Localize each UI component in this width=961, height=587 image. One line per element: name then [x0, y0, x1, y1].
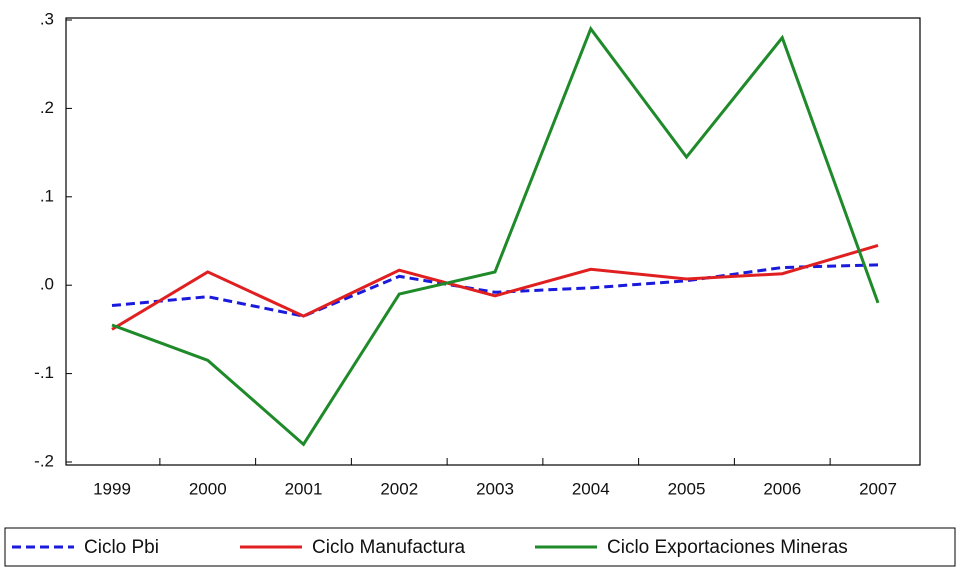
y-tick-label: -.2 — [34, 451, 54, 470]
x-tick-label: 2006 — [763, 479, 801, 498]
y-tick-label: .3 — [40, 9, 54, 28]
legend-box — [4, 527, 956, 567]
x-tick-label: 2004 — [572, 479, 610, 498]
x-tick-label: 2002 — [380, 479, 418, 498]
x-tick-label: 2003 — [476, 479, 514, 498]
series-line — [111, 263, 879, 318]
series-line — [111, 25, 880, 447]
y-tick-label: .1 — [40, 186, 54, 205]
legend-label: Ciclo Pbi — [84, 537, 159, 558]
x-tick-label: 2007 — [859, 479, 897, 498]
series-line — [111, 243, 879, 331]
y-tick-label: .2 — [40, 98, 54, 117]
legend-label: Ciclo Manufactura — [312, 537, 466, 558]
y-tick-label: -.1 — [34, 363, 54, 382]
plot-frame — [65, 17, 921, 466]
y-tick-label: .0 — [40, 275, 54, 294]
x-tick-label: 2000 — [189, 479, 227, 498]
legend-label: Ciclo Exportaciones Mineras — [607, 537, 848, 558]
x-tick-label: 2005 — [668, 479, 706, 498]
x-tick-label: 1999 — [93, 479, 131, 498]
x-tick-label: 2001 — [285, 479, 323, 498]
